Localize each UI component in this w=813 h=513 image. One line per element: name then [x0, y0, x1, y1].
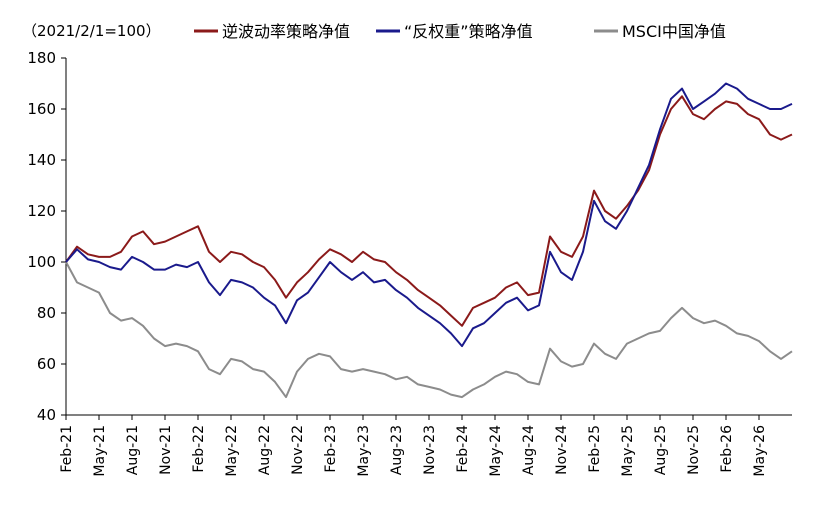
x-tick-label: Nov-24: [554, 425, 570, 475]
x-tick-label: Aug-23: [389, 425, 405, 475]
x-tick-label: Aug-24: [521, 425, 537, 475]
x-tick-label: Feb-22: [191, 425, 207, 473]
x-tick-label: Aug-22: [257, 425, 273, 475]
y-tick-label: 80: [37, 304, 56, 322]
x-tick-label: May-24: [488, 425, 504, 477]
x-tick-label: Feb-26: [719, 425, 735, 473]
x-tick-label: May-26: [752, 425, 768, 477]
x-tick-label: Nov-22: [290, 425, 306, 475]
axes: 40 60 80 100 120 140 160 180 Feb-21 May-21 Aug-21 N…: [27, 49, 792, 477]
legend-label-1: “反权重”策略净值: [404, 22, 533, 41]
series-line-2: [65, 261, 793, 399]
series-line-1: [65, 82, 793, 348]
x-tick-label: Aug-25: [653, 425, 669, 475]
y-tick-label: 40: [37, 406, 56, 424]
x-tick-label: Nov-25: [686, 425, 702, 475]
series-layer: [65, 82, 793, 399]
x-tick-label: Feb-25: [587, 425, 603, 473]
legend: 逆波动率策略净值 “反权重”策略净值 MSCI中国净值: [194, 22, 726, 41]
x-tick-label: Nov-21: [158, 425, 174, 475]
y-tick-label: 120: [27, 202, 56, 220]
y-tick-label: 60: [37, 355, 56, 373]
x-tick-label: Feb-23: [323, 425, 339, 473]
chart-subtitle: （2021/2/1=100）: [22, 22, 161, 40]
x-tick-label: Feb-21: [59, 425, 75, 473]
x-tick-label: May-21: [92, 425, 108, 477]
x-tick-label: May-22: [224, 425, 240, 477]
y-tick-label: 180: [27, 49, 56, 67]
y-tick-label: 160: [27, 100, 56, 118]
series-line-0: [65, 95, 793, 327]
legend-label-2: MSCI中国净值: [622, 22, 726, 41]
x-tick-label: Feb-24: [455, 425, 471, 473]
x-tick-label: Nov-23: [422, 425, 438, 475]
x-tick-label: May-25: [620, 425, 636, 477]
legend-label-0: 逆波动率策略净值: [222, 22, 350, 41]
y-tick-label: 100: [27, 253, 56, 271]
x-tick-label: Aug-21: [125, 425, 141, 475]
y-tick-label: 140: [27, 151, 56, 169]
x-tick-label: May-23: [356, 425, 372, 477]
